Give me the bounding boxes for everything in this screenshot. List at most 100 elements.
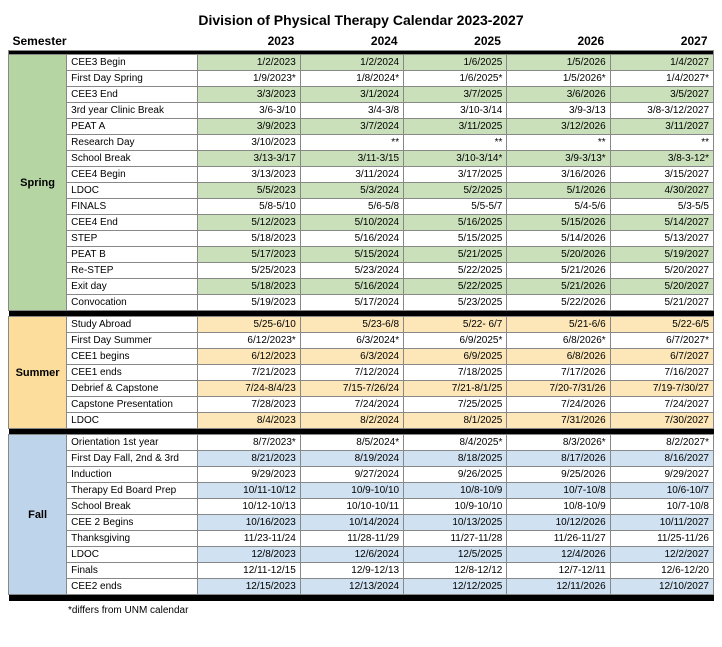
date-cell: 3/15/2027 [610,167,713,183]
date-cell: 5/23/2024 [300,263,403,279]
date-cell: 5/22- 6/7 [404,317,507,333]
date-cell: 5/22/2025 [404,279,507,295]
date-cell: 8/18/2025 [404,451,507,467]
year-header: 2024 [300,32,403,51]
date-cell: 5/16/2025 [404,215,507,231]
date-cell: 7/28/2023 [197,397,300,413]
date-cell: ** [404,135,507,151]
date-cell: ** [610,135,713,151]
table-row: SpringCEE3 Begin1/2/20231/2/20241/6/2025… [9,55,714,71]
table-row: Thanksgiving11/23-11/2411/28-11/2911/27-… [9,531,714,547]
date-cell: 8/3/2026* [507,435,610,451]
date-cell: 12/15/2023 [197,579,300,595]
date-cell: 5/4-5/6 [507,199,610,215]
date-cell: 3/11/2024 [300,167,403,183]
date-cell: 3/7/2024 [300,119,403,135]
date-cell: 3/6/2026 [507,87,610,103]
date-cell: 1/6/2025* [404,71,507,87]
table-row: FINALS5/8-5/105/6-5/85/5-5/75/4-5/65/3-5… [9,199,714,215]
date-cell: 5/16/2024 [300,279,403,295]
date-cell: 5/6-5/8 [300,199,403,215]
table-row: Finals12/11-12/1512/9-12/1312/8-12/1212/… [9,563,714,579]
date-cell: 3/8-3/12/2027 [610,103,713,119]
event-label: Thanksgiving [67,531,197,547]
date-cell: 10/14/2024 [300,515,403,531]
date-cell: 7/19-7/30/27 [610,381,713,397]
table-row: CEE1 ends7/21/20237/12/20247/18/20257/17… [9,365,714,381]
header-row: Semester 2023 2024 2025 2026 2027 [9,32,714,51]
event-label: CEE4 Begin [67,167,197,183]
date-cell: 5/10/2024 [300,215,403,231]
date-cell: 5/18/2023 [197,231,300,247]
table-row: Therapy Ed Board Prep10/11-10/1210/9-10/… [9,483,714,499]
date-cell: 6/12/2023* [197,333,300,349]
date-cell: 10/11-10/12 [197,483,300,499]
date-cell: 3/9-3/13 [507,103,610,119]
date-cell: 12/8/2023 [197,547,300,563]
table-row: SummerStudy Abroad5/25-6/105/23-6/85/22-… [9,317,714,333]
table-row: CEE1 begins6/12/20236/3/20246/9/20256/8/… [9,349,714,365]
semester-header: Semester [9,32,198,51]
date-cell: 7/17/2026 [507,365,610,381]
date-cell: 5/20/2027 [610,279,713,295]
event-label: CEE3 Begin [67,55,197,71]
table-row: First Day Fall, 2nd & 3rd8/21/20238/19/2… [9,451,714,467]
event-label: Capstone Presentation [67,397,197,413]
event-label: PEAT B [67,247,197,263]
event-label: Orientation 1st year [67,435,197,451]
date-cell: 9/25/2026 [507,467,610,483]
date-cell: 5/5/2023 [197,183,300,199]
date-cell: 3/17/2025 [404,167,507,183]
date-cell: 3/10-3/14 [404,103,507,119]
date-cell: 8/5/2024* [300,435,403,451]
table-row: School Break10/12-10/1310/10-10/1110/9-1… [9,499,714,515]
date-cell: 5/14/2027 [610,215,713,231]
event-label: 3rd year Clinic Break [67,103,197,119]
date-cell: 3/4-3/8 [300,103,403,119]
date-cell: 6/9/2025* [404,333,507,349]
date-cell: 7/24/2024 [300,397,403,413]
date-cell: 3/8-3-12* [610,151,713,167]
date-cell: 11/28-11/29 [300,531,403,547]
semester-label: Spring [9,55,67,311]
date-cell: 10/16/2023 [197,515,300,531]
table-row: STEP5/18/20235/16/20245/15/20255/14/2026… [9,231,714,247]
date-cell: 6/3/2024* [300,333,403,349]
date-cell: 3/11-3/15 [300,151,403,167]
date-cell: 5/19/2023 [197,295,300,311]
date-cell: 1/6/2025 [404,55,507,71]
date-cell: 3/16/2026 [507,167,610,183]
date-cell: 3/10/2023 [197,135,300,151]
date-cell: 3/9-3/13* [507,151,610,167]
date-cell: 12/13/2024 [300,579,403,595]
date-cell: 5/14/2026 [507,231,610,247]
event-label: LDOC [67,183,197,199]
date-cell: 1/9/2023* [197,71,300,87]
footnote: *differs from UNM calendar [8,601,714,616]
date-cell: ** [300,135,403,151]
date-cell: 1/5/2026 [507,55,610,71]
date-cell: 5/12/2023 [197,215,300,231]
date-cell: 5/21/2027 [610,295,713,311]
date-cell: 10/11/2027 [610,515,713,531]
table-row: FallOrientation 1st year8/7/2023*8/5/202… [9,435,714,451]
date-cell: 5/13/2027 [610,231,713,247]
table-row: Research Day3/10/2023******** [9,135,714,151]
date-cell: 12/11-12/15 [197,563,300,579]
year-header: 2027 [610,32,713,51]
date-cell: 5/2/2025 [404,183,507,199]
date-cell: 11/26-11/27 [507,531,610,547]
date-cell: 5/22/2026 [507,295,610,311]
date-cell: 5/1/2026 [507,183,610,199]
date-cell: 3/12/2026 [507,119,610,135]
date-cell: 1/4/2027* [610,71,713,87]
date-cell: 9/29/2023 [197,467,300,483]
date-cell: 7/21-8/1/25 [404,381,507,397]
date-cell: 3/7/2025 [404,87,507,103]
table-row: CEE 2 Begins10/16/202310/14/202410/13/20… [9,515,714,531]
date-cell: 3/9/2023 [197,119,300,135]
event-label: Research Day [67,135,197,151]
date-cell: 8/1/2025 [404,413,507,429]
date-cell: 10/12/2026 [507,515,610,531]
date-cell: 3/6-3/10 [197,103,300,119]
